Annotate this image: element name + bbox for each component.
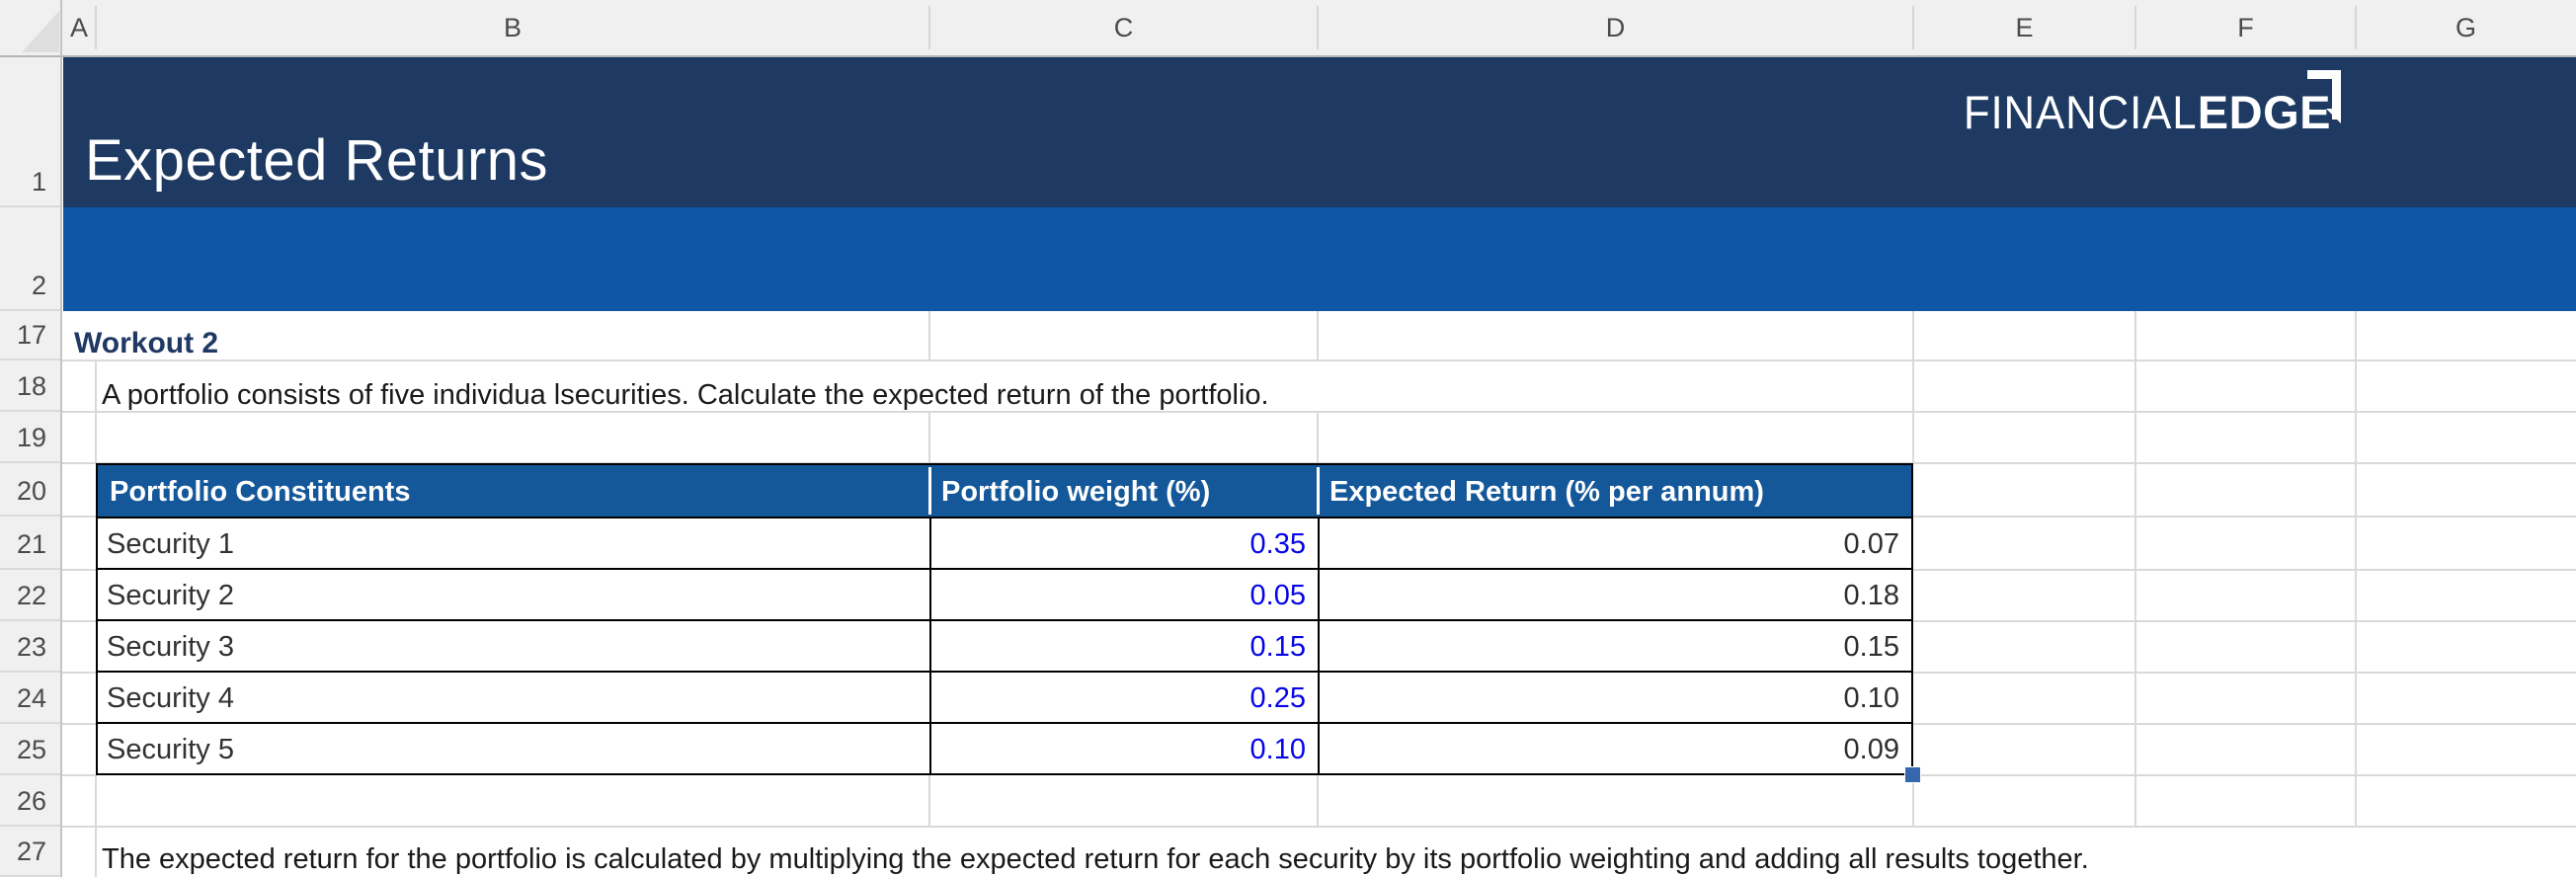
row-header-22[interactable]: 22 — [0, 570, 60, 621]
row-header-2[interactable]: 2 — [0, 207, 60, 311]
expected-return-cell[interactable]: 0.07 — [1843, 528, 1899, 560]
table-row: Security 5 0.10 0.09 — [98, 722, 1911, 773]
gridline — [1912, 775, 1914, 827]
column-separator — [1317, 6, 1319, 49]
column-header-B[interactable]: B — [503, 12, 522, 42]
table-row: Security 1 0.35 0.07 — [98, 517, 1911, 568]
column-headers: A B C D E F G — [62, 0, 2576, 57]
row-header-26[interactable]: 26 — [0, 775, 60, 827]
table-row: Security 3 0.15 0.15 — [98, 619, 1911, 671]
fill-handle[interactable] — [1904, 766, 1921, 783]
security-name-cell[interactable]: Security 3 — [107, 631, 234, 663]
table-column-border — [929, 517, 931, 773]
gridline — [1317, 775, 1319, 827]
expected-return-cell[interactable]: 0.18 — [1843, 580, 1899, 611]
row-header-23[interactable]: 23 — [0, 621, 60, 673]
workout-title-cell[interactable]: Workout 2 — [74, 327, 219, 359]
column-separator — [95, 6, 97, 49]
instruction-cell[interactable]: A portfolio consists of five individua l… — [102, 379, 1269, 411]
expected-return-cell[interactable]: 0.10 — [1843, 682, 1899, 714]
gridline — [1317, 412, 1319, 463]
column-header-A[interactable]: A — [69, 12, 88, 42]
expected-return-cell[interactable]: 0.15 — [1843, 631, 1899, 663]
gridline — [62, 672, 96, 674]
portfolio-table: Portfolio Constituents Portfolio weight (… — [96, 463, 1913, 775]
gridline — [62, 411, 2576, 413]
sheet-title: Expected Returns — [85, 128, 549, 193]
row-headers: 1 2 17 18 19 20 21 22 23 24 25 26 27 — [0, 57, 62, 877]
table-row: Security 2 0.05 0.18 — [98, 568, 1911, 619]
gridline — [928, 412, 930, 463]
expected-return-cell[interactable]: 0.09 — [1843, 734, 1899, 765]
column-header-F[interactable]: F — [2237, 12, 2254, 42]
note-cell[interactable]: The expected return for the portfolio is… — [102, 843, 2089, 875]
header-separator — [928, 467, 931, 515]
gridline — [1317, 311, 1319, 360]
gridline — [1912, 311, 1914, 463]
logo-corner-icon — [2307, 70, 2341, 123]
column-separator — [928, 6, 930, 49]
header-separator — [1317, 467, 1320, 515]
table-header-cell[interactable]: Expected Return (% per annum) — [1329, 476, 1764, 508]
logo-text-financial: FINANCIAL — [1964, 86, 2198, 138]
gridline — [1913, 620, 2576, 622]
table-row: Security 4 0.25 0.10 — [98, 671, 1911, 722]
gridline — [62, 826, 2576, 828]
table-header-cell[interactable]: Portfolio Constituents — [110, 476, 411, 508]
row-header-21[interactable]: 21 — [0, 517, 60, 570]
portfolio-weight-cell[interactable]: 0.25 — [1249, 682, 1306, 714]
financialedge-logo: FINANCIAL EDGE — [1946, 70, 2341, 139]
column-separator — [1912, 6, 1914, 49]
gridline — [1913, 672, 2576, 674]
gridline — [62, 516, 96, 518]
security-name-cell[interactable]: Security 5 — [107, 734, 234, 765]
row-header-1[interactable]: 1 — [0, 57, 60, 207]
gridline — [1913, 723, 2576, 725]
table-header-cell[interactable]: Portfolio weight (%) — [941, 476, 1211, 508]
gridline — [928, 775, 930, 827]
column-header-G[interactable]: G — [2455, 12, 2476, 42]
row-header-19[interactable]: 19 — [0, 412, 60, 463]
portfolio-weight-cell[interactable]: 0.15 — [1249, 631, 1306, 663]
row-header-24[interactable]: 24 — [0, 673, 60, 724]
table-column-border — [1318, 517, 1320, 773]
gridline — [1913, 569, 2576, 571]
table-header-row: Portfolio Constituents Portfolio weight (… — [98, 465, 1911, 517]
logo-text-edge: EDGE — [2197, 86, 2331, 138]
gridline — [62, 359, 2576, 361]
column-header-D[interactable]: D — [1605, 12, 1626, 42]
column-header-C[interactable]: C — [1113, 12, 1134, 42]
portfolio-weight-cell[interactable]: 0.05 — [1249, 580, 1306, 611]
row-header-27[interactable]: 27 — [0, 827, 60, 877]
security-name-cell[interactable]: Security 4 — [107, 682, 234, 714]
column-separator — [2355, 6, 2357, 49]
gridline — [1913, 774, 2576, 776]
row-header-18[interactable]: 18 — [0, 360, 60, 412]
security-name-cell[interactable]: Security 2 — [107, 580, 234, 611]
select-all-triangle-icon — [22, 11, 59, 52]
gridline — [1913, 516, 2576, 518]
gridline — [928, 311, 930, 360]
sheet-area: Expected Returns FINANCIAL EDGE Workout 2… — [62, 57, 2576, 877]
select-all-button[interactable] — [0, 0, 62, 57]
gridline — [62, 723, 96, 725]
subheader-band-cell[interactable] — [63, 207, 2576, 311]
gridline — [62, 774, 96, 776]
row-header-25[interactable]: 25 — [0, 724, 60, 775]
portfolio-weight-cell[interactable]: 0.10 — [1249, 734, 1306, 765]
title-banner-cell[interactable]: Expected Returns FINANCIAL EDGE — [63, 57, 2576, 207]
column-separator — [2134, 6, 2136, 49]
security-name-cell[interactable]: Security 1 — [107, 528, 234, 560]
column-header-E[interactable]: E — [2015, 12, 2034, 42]
row-header-17[interactable]: 17 — [0, 311, 60, 360]
gridline — [62, 620, 96, 622]
portfolio-weight-cell[interactable]: 0.35 — [1249, 528, 1306, 560]
gridline — [62, 569, 96, 571]
row-header-20[interactable]: 20 — [0, 463, 60, 517]
